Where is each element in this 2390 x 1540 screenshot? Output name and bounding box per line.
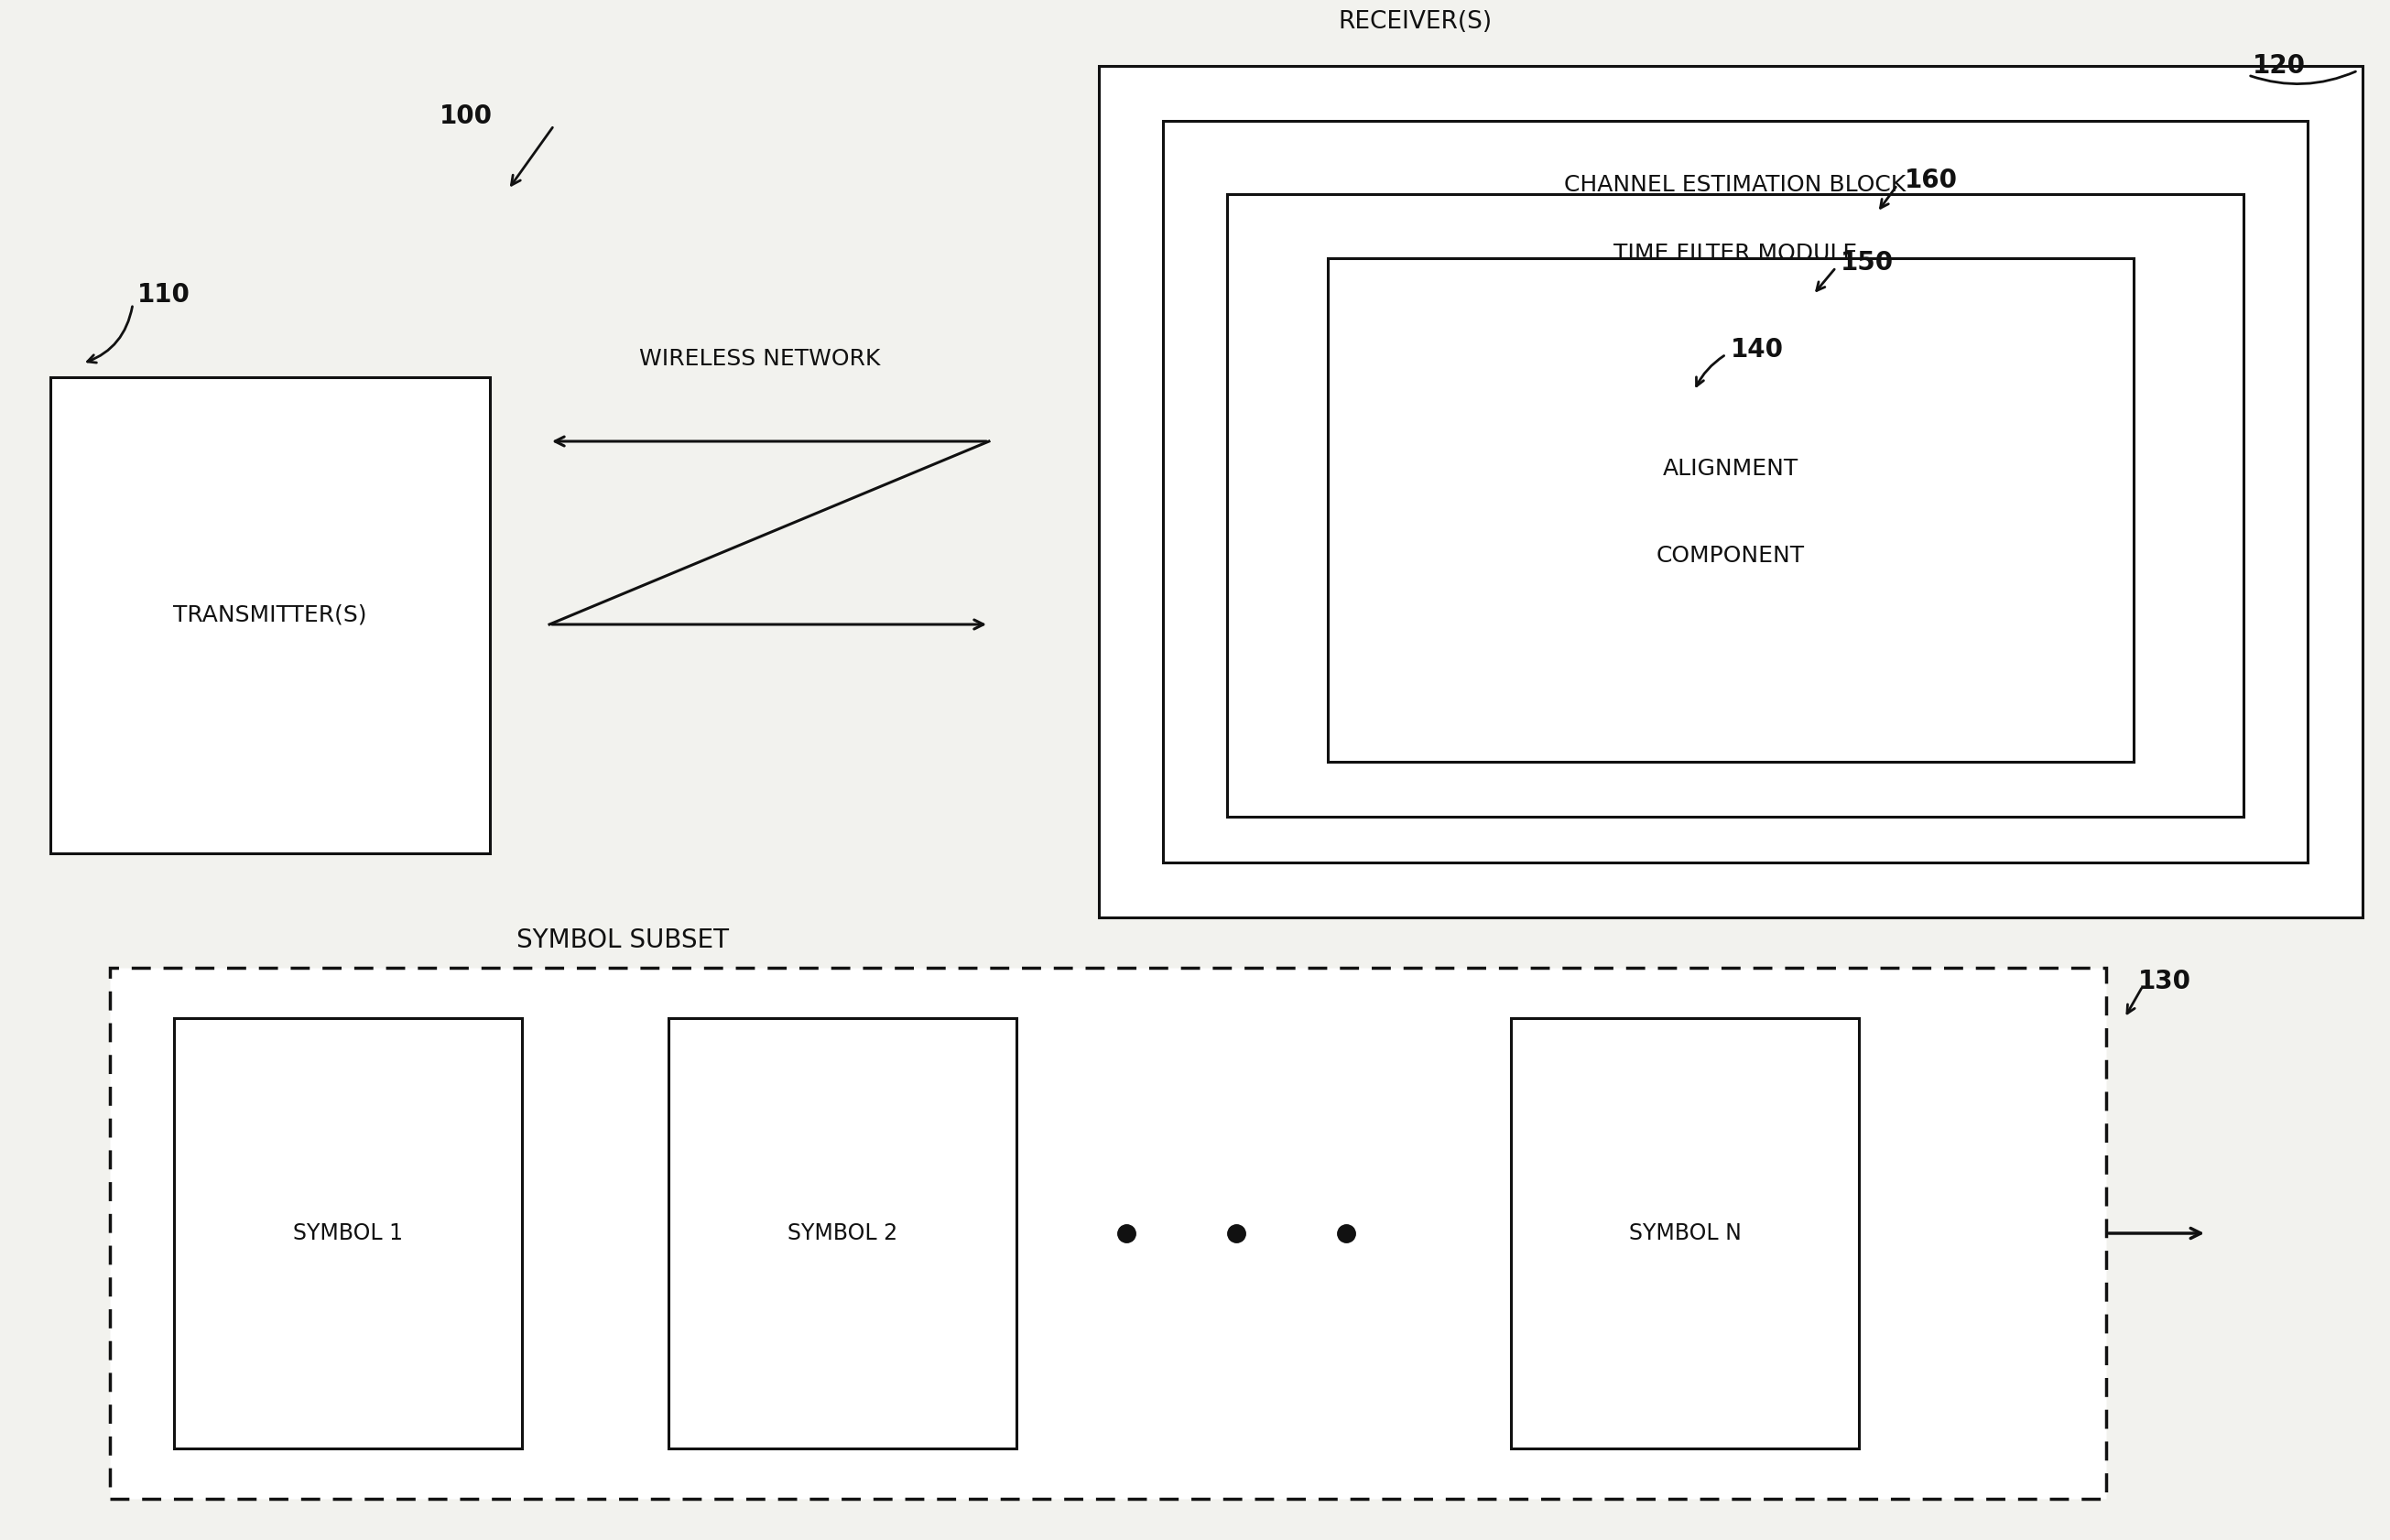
- Text: WIRELESS NETWORK: WIRELESS NETWORK: [641, 348, 880, 370]
- FancyBboxPatch shape: [669, 1018, 1016, 1449]
- Text: 130: 130: [2139, 969, 2192, 995]
- Text: 160: 160: [1905, 168, 1957, 192]
- Text: SYMBOL 1: SYMBOL 1: [294, 1223, 404, 1244]
- FancyBboxPatch shape: [1164, 120, 2309, 862]
- FancyBboxPatch shape: [1510, 1018, 1859, 1449]
- Text: 120: 120: [2254, 52, 2306, 79]
- Text: SYMBOL 2: SYMBOL 2: [786, 1223, 899, 1244]
- FancyBboxPatch shape: [1329, 259, 2134, 762]
- Text: SYMBOL N: SYMBOL N: [1628, 1223, 1742, 1244]
- Text: SYMBOL SUBSET: SYMBOL SUBSET: [516, 927, 729, 953]
- Text: 150: 150: [1840, 249, 1893, 276]
- Text: 110: 110: [136, 282, 191, 308]
- FancyBboxPatch shape: [1099, 66, 2364, 918]
- Text: 140: 140: [1730, 337, 1783, 362]
- FancyBboxPatch shape: [1226, 194, 2244, 816]
- FancyBboxPatch shape: [50, 377, 490, 853]
- Text: COMPONENT: COMPONENT: [1656, 545, 1804, 567]
- FancyBboxPatch shape: [174, 1018, 521, 1449]
- Text: RECEIVER(S): RECEIVER(S): [1338, 11, 1491, 34]
- Text: TIME FILTER MODULE: TIME FILTER MODULE: [1613, 243, 1857, 265]
- Text: ALIGNMENT: ALIGNMENT: [1663, 457, 1800, 480]
- Text: TRANSMITTER(S): TRANSMITTER(S): [174, 604, 368, 627]
- Text: CHANNEL ESTIMATION BLOCK: CHANNEL ESTIMATION BLOCK: [1565, 174, 1907, 196]
- FancyBboxPatch shape: [110, 967, 2106, 1498]
- Text: 100: 100: [440, 103, 492, 129]
